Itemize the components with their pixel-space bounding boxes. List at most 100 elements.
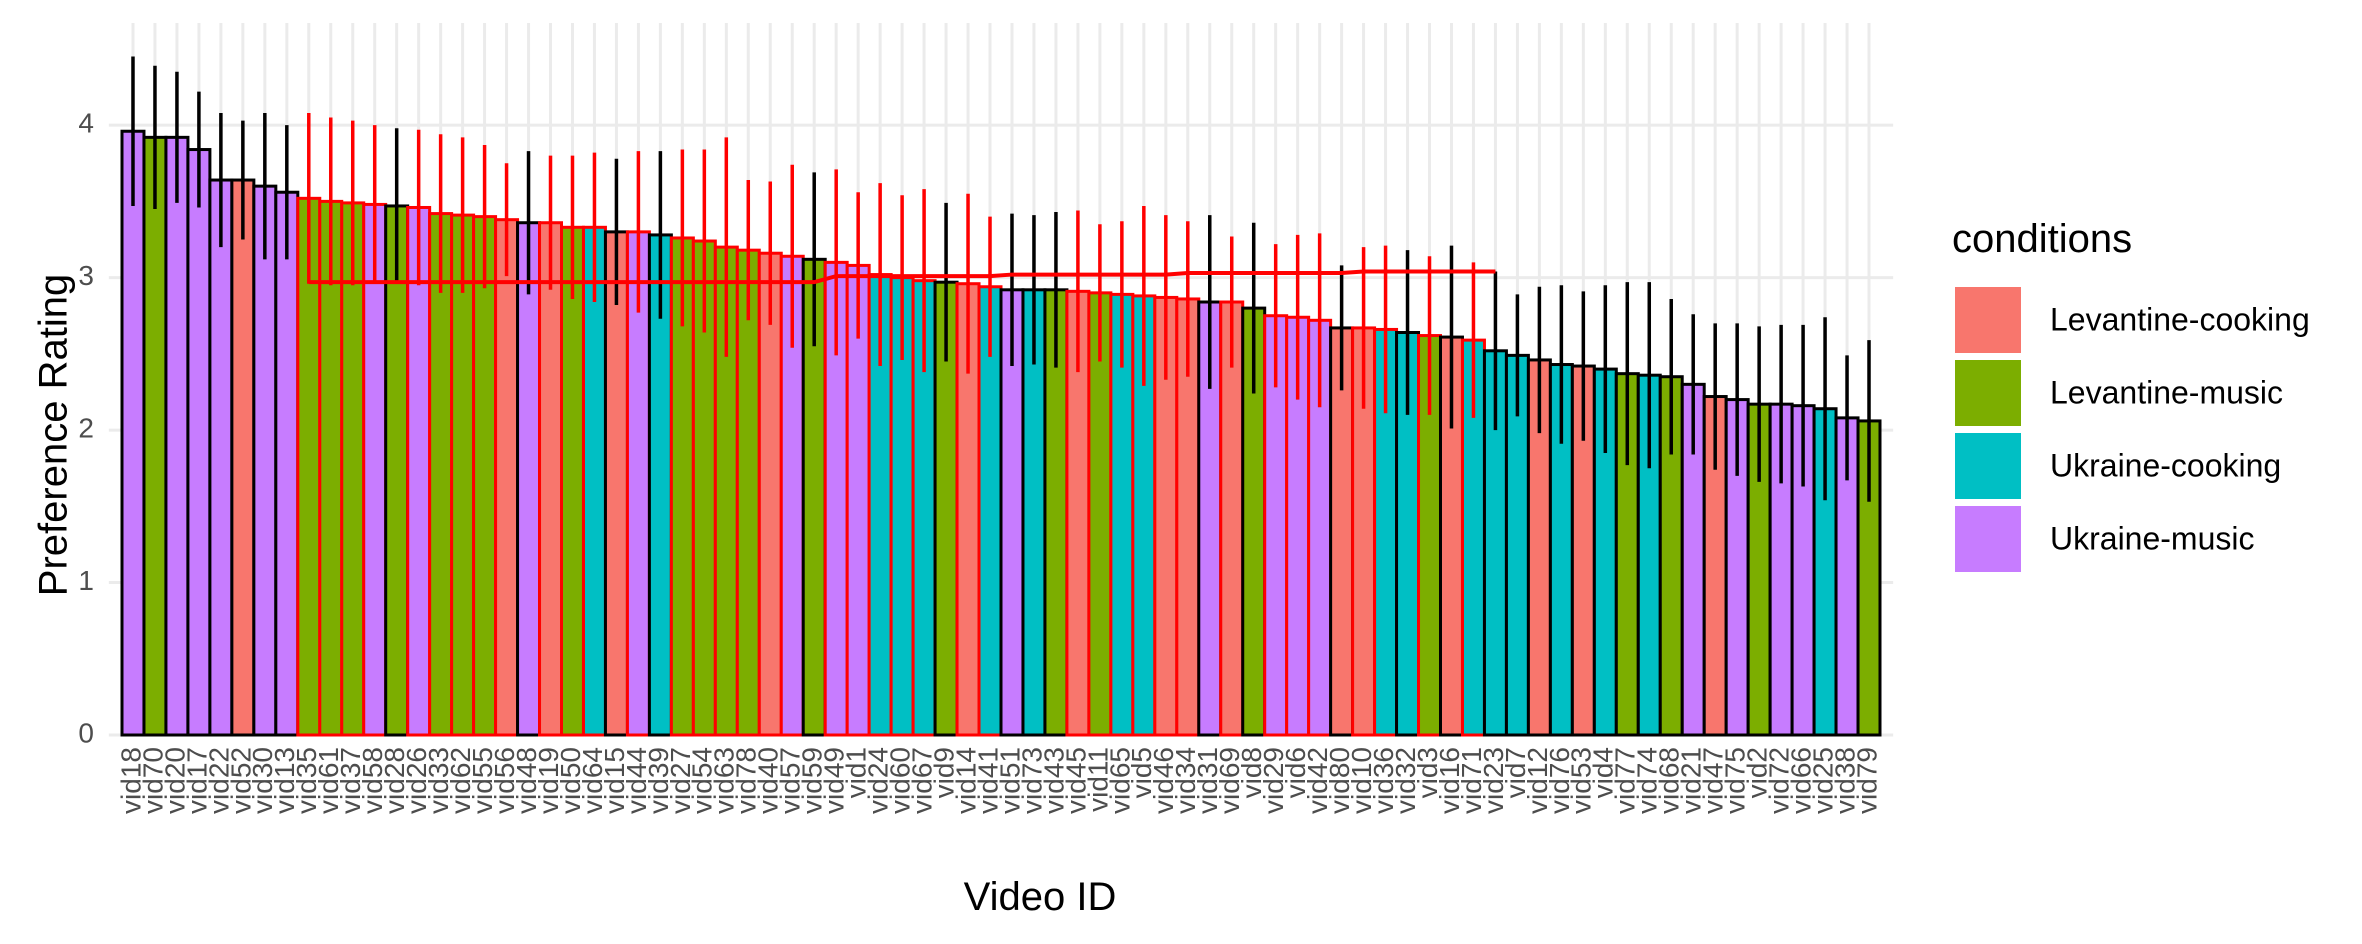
- y-tick-label: 4: [78, 108, 94, 139]
- x-tick-label: vid80: [1324, 747, 1355, 814]
- legend-label: Levantine-cooking: [2050, 301, 2310, 337]
- x-tick-label: vid13: [269, 747, 300, 814]
- x-tick-label: vid50: [555, 747, 586, 814]
- x-tick-label: vid52: [225, 747, 256, 814]
- x-tick-label: vid2: [1742, 747, 1773, 798]
- x-tick-label: vid61: [313, 747, 344, 814]
- legend-swatch: [1955, 506, 2021, 572]
- legend-swatch: [1955, 287, 2021, 353]
- x-tick-label: vid1: [841, 747, 872, 798]
- x-tick-label: vid19: [533, 747, 564, 814]
- x-tick-label: vid47: [1698, 747, 1729, 814]
- bar: [142, 135, 168, 737]
- x-tick-label: vid33: [423, 747, 454, 814]
- legend-swatch: [1955, 360, 2021, 426]
- bar: [494, 218, 520, 737]
- x-tick-label: vid71: [1456, 747, 1487, 814]
- x-tick-label: vid24: [863, 747, 894, 814]
- x-tick-label: vid23: [1478, 747, 1509, 814]
- x-tick-label: vid66: [1785, 747, 1816, 814]
- x-tick-label: vid64: [577, 747, 608, 814]
- x-tick-label: vid57: [775, 747, 806, 814]
- bar: [230, 178, 256, 737]
- x-tick-label: vid36: [1368, 747, 1399, 814]
- x-tick-label: vid67: [906, 747, 937, 814]
- bar: [516, 221, 542, 737]
- x-tick-label: vid70: [137, 747, 168, 814]
- x-tick-label: vid26: [401, 747, 432, 814]
- x-tick-label: vid29: [1258, 747, 1289, 814]
- x-tick-label: vid78: [731, 747, 762, 814]
- x-tick-label: vid34: [1170, 747, 1201, 814]
- x-tick-label: vid16: [1434, 747, 1465, 814]
- x-tick-label: vid3: [1412, 747, 1443, 798]
- legend-title: conditions: [1952, 217, 2132, 261]
- bar: [252, 184, 278, 737]
- x-tick-label: vid42: [1302, 747, 1333, 814]
- bar: [164, 135, 190, 737]
- x-tick-label: vid41: [972, 747, 1003, 814]
- x-tick-label: vid11: [1082, 747, 1113, 812]
- x-tick-label: vid5: [1126, 747, 1157, 798]
- legend-label: Ukraine-cooking: [2050, 447, 2281, 483]
- x-tick-label: vid31: [1192, 747, 1223, 814]
- x-tick-label: vid58: [357, 747, 388, 814]
- x-tick-label: vid53: [1566, 747, 1597, 814]
- bar: [384, 204, 410, 737]
- x-tick-label: vid15: [599, 747, 630, 814]
- bar: [186, 148, 212, 737]
- x-tick-label: vid62: [445, 747, 476, 814]
- x-tick-label: vid79: [1851, 747, 1882, 814]
- x-tick-label: vid35: [291, 747, 322, 814]
- bar: [538, 221, 564, 737]
- x-tick-label: vid77: [1610, 747, 1641, 814]
- x-tick-label: vid74: [1632, 747, 1663, 814]
- x-tick-label: vid65: [1104, 747, 1135, 814]
- x-tick-label: vid68: [1654, 747, 1685, 814]
- bar: [757, 251, 783, 737]
- bar: [560, 225, 585, 737]
- x-tick-label: vid75: [1720, 747, 1751, 814]
- x-tick-label: vid21: [1676, 747, 1707, 814]
- x-tick-label: vid43: [1038, 747, 1069, 814]
- x-tick-label: vid63: [709, 747, 740, 814]
- x-tick-label: vid14: [950, 747, 981, 814]
- x-tick-label: vid17: [181, 747, 212, 814]
- x-tick-label: vid54: [687, 747, 718, 814]
- x-tick-label: vid8: [1236, 747, 1267, 798]
- x-tick-label: vid49: [819, 747, 850, 814]
- bar: [120, 129, 146, 737]
- bar: [581, 225, 607, 737]
- x-tick-label: vid7: [1500, 747, 1531, 798]
- x-tick-label: vid27: [665, 747, 696, 814]
- x-tick-label: vid72: [1764, 747, 1795, 814]
- x-tick-label: vid37: [335, 747, 366, 814]
- x-tick-label: vid56: [489, 747, 520, 814]
- x-tick-label: vid20: [159, 747, 190, 814]
- y-tick-label: 2: [78, 412, 94, 443]
- bar: [274, 190, 300, 737]
- x-tick-label: vid73: [1016, 747, 1047, 814]
- x-tick-label: vid55: [467, 747, 498, 814]
- y-tick-label: 1: [78, 565, 94, 596]
- x-tick-label: vid45: [1060, 747, 1091, 814]
- bar: [406, 205, 432, 737]
- x-tick-label: vid10: [1346, 747, 1377, 814]
- x-tick-label: vid12: [1522, 747, 1553, 814]
- x-tick-label: vid60: [885, 747, 916, 814]
- x-tick-label: vid25: [1807, 747, 1838, 814]
- bar: [472, 215, 498, 737]
- x-tick-label: vid22: [203, 747, 234, 814]
- legend-swatch: [1955, 433, 2021, 499]
- bar: [450, 213, 476, 737]
- x-tick-label: vid28: [379, 747, 410, 814]
- x-tick-label: vid18: [115, 747, 146, 814]
- x-tick-label: vid38: [1829, 747, 1860, 814]
- y-tick-label: 0: [78, 717, 94, 748]
- x-axis-title: Video ID: [964, 875, 1117, 919]
- x-tick-label: vid4: [1588, 747, 1619, 798]
- x-tick-label: vid48: [511, 747, 542, 814]
- x-tick-label: vid59: [797, 747, 828, 814]
- y-axis-title: Preference Rating: [32, 274, 76, 596]
